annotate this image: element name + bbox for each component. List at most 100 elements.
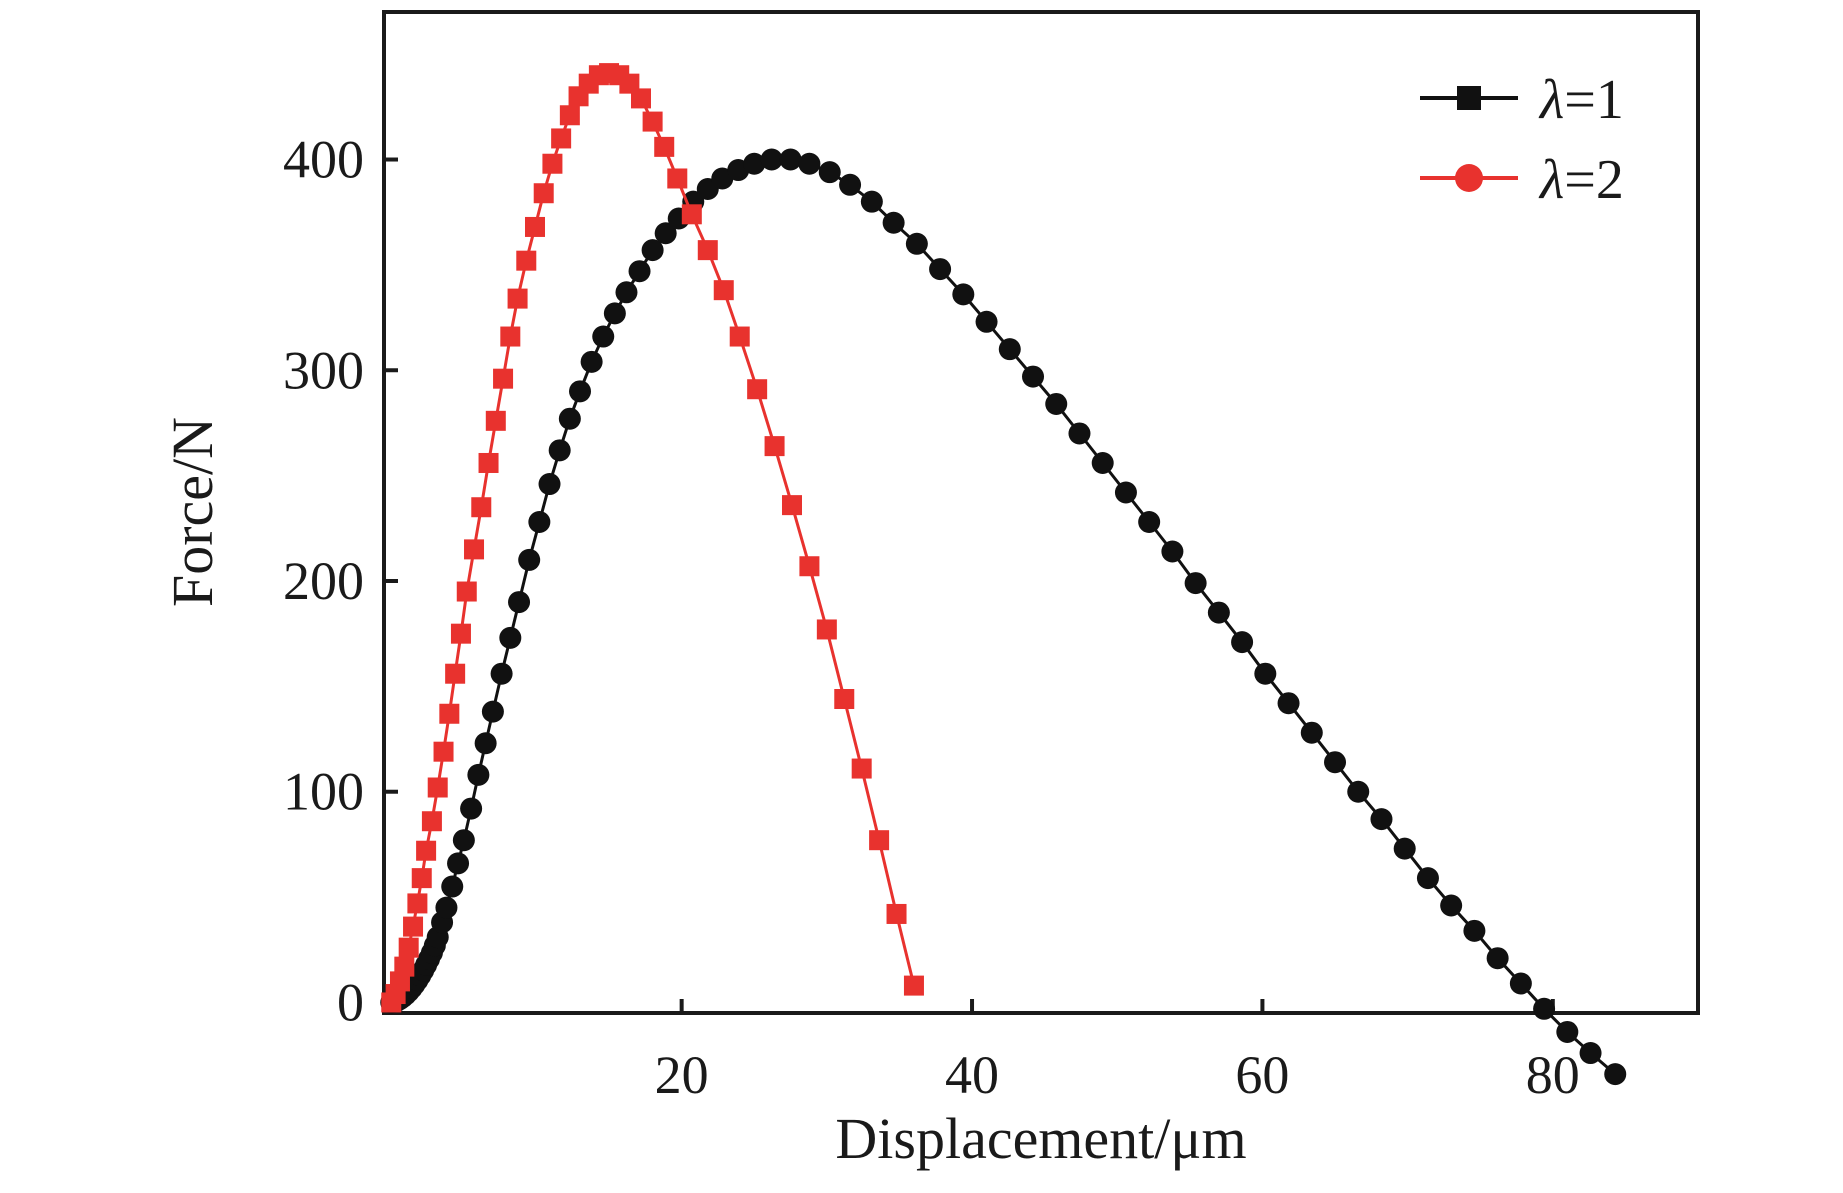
data-point [1509, 972, 1532, 995]
y-tick-label: 100 [283, 762, 364, 822]
y-tick-label: 0 [337, 972, 364, 1032]
data-point [630, 88, 651, 109]
data-point [743, 152, 766, 175]
legend-marker-circle-icon [1455, 164, 1483, 192]
x-tick-label: 40 [945, 1045, 999, 1105]
data-point [816, 619, 837, 640]
data-point [1254, 662, 1277, 685]
data-point [427, 777, 448, 798]
data-point [615, 281, 638, 304]
data-point [642, 111, 663, 132]
y-axis-ticks: 0 100 200 300 400 [283, 130, 398, 1032]
data-point [1231, 631, 1254, 654]
data-point [407, 893, 428, 914]
data-point [538, 473, 561, 496]
data-point [1045, 392, 1068, 415]
data-point [456, 581, 477, 602]
legend-lambda-symbol: λ [1538, 149, 1564, 211]
data-point [834, 689, 855, 710]
data-point [764, 436, 785, 457]
data-point [533, 183, 554, 204]
data-point [1370, 808, 1393, 831]
data-point [747, 379, 768, 400]
data-point [1533, 997, 1556, 1020]
data-point [781, 495, 802, 516]
series-layer [380, 63, 1627, 1086]
data-point [435, 896, 458, 919]
data-point [1324, 751, 1347, 774]
data-point [447, 852, 470, 875]
data-point [667, 168, 688, 189]
data-point [1207, 601, 1230, 624]
data-point [697, 240, 718, 261]
data-point [592, 325, 615, 348]
data-point [603, 302, 626, 325]
data-point [433, 741, 454, 762]
data-point [1022, 365, 1045, 388]
data-point [516, 250, 537, 271]
data-point [1440, 894, 1463, 917]
data-point [1300, 721, 1323, 744]
data-point [559, 105, 580, 126]
plot-frame [382, 10, 1700, 1015]
series-1 [380, 148, 1627, 1086]
x-tick-label: 20 [655, 1045, 709, 1105]
y-axis-title: Force/N [160, 417, 225, 607]
data-point [798, 152, 821, 175]
legend-marker-square-icon [1457, 86, 1481, 110]
data-point [905, 232, 928, 255]
data-point [508, 591, 531, 614]
data-point [548, 439, 571, 462]
data-point [860, 190, 883, 213]
data-point [779, 148, 802, 171]
y-tick-label: 300 [283, 340, 364, 400]
data-point [799, 556, 820, 577]
data-point [998, 338, 1021, 361]
legend-lambda-symbol: λ [1538, 69, 1564, 131]
data-point [1486, 947, 1509, 970]
data-point [416, 840, 437, 861]
data-point [1138, 510, 1161, 533]
data-point [439, 703, 460, 724]
data-point [713, 280, 734, 301]
data-point [569, 380, 592, 403]
data-point [580, 350, 603, 373]
legend-item-lambda-2: λ=2 [1420, 149, 1624, 211]
y-tick-label: 400 [283, 130, 364, 190]
legend-lambda-value: =1 [1564, 69, 1624, 131]
legend: λ=1 λ=2 [1420, 69, 1624, 211]
legend-label-lambda-2: λ=2 [1538, 149, 1624, 211]
x-tick-label: 60 [1235, 1045, 1289, 1105]
data-point [398, 937, 419, 958]
data-point [654, 136, 675, 157]
data-point [882, 211, 905, 234]
data-point [450, 623, 471, 644]
data-point [1184, 572, 1207, 595]
data-point [551, 128, 572, 149]
data-point [839, 173, 862, 196]
data-point [518, 548, 541, 571]
data-point [1161, 540, 1184, 563]
data-point [528, 510, 551, 533]
data-point [1091, 451, 1114, 474]
data-point [478, 452, 499, 473]
data-point [525, 216, 546, 237]
data-point [507, 288, 528, 309]
x-axis-title: Displacement/μm [835, 1106, 1246, 1171]
data-point [542, 153, 563, 174]
data-point [1463, 919, 1486, 942]
data-point [1277, 692, 1300, 715]
data-point [471, 497, 492, 518]
data-point [558, 407, 581, 430]
legend-label-lambda-1: λ=1 [1538, 69, 1624, 131]
data-point [474, 732, 497, 755]
series-2 [381, 63, 924, 1013]
data-point [975, 310, 998, 333]
data-point [681, 204, 702, 225]
legend-item-lambda-1: λ=1 [1420, 69, 1624, 131]
data-point [445, 663, 466, 684]
data-point [460, 797, 483, 820]
data-point [869, 830, 890, 851]
data-point [1604, 1063, 1627, 1086]
